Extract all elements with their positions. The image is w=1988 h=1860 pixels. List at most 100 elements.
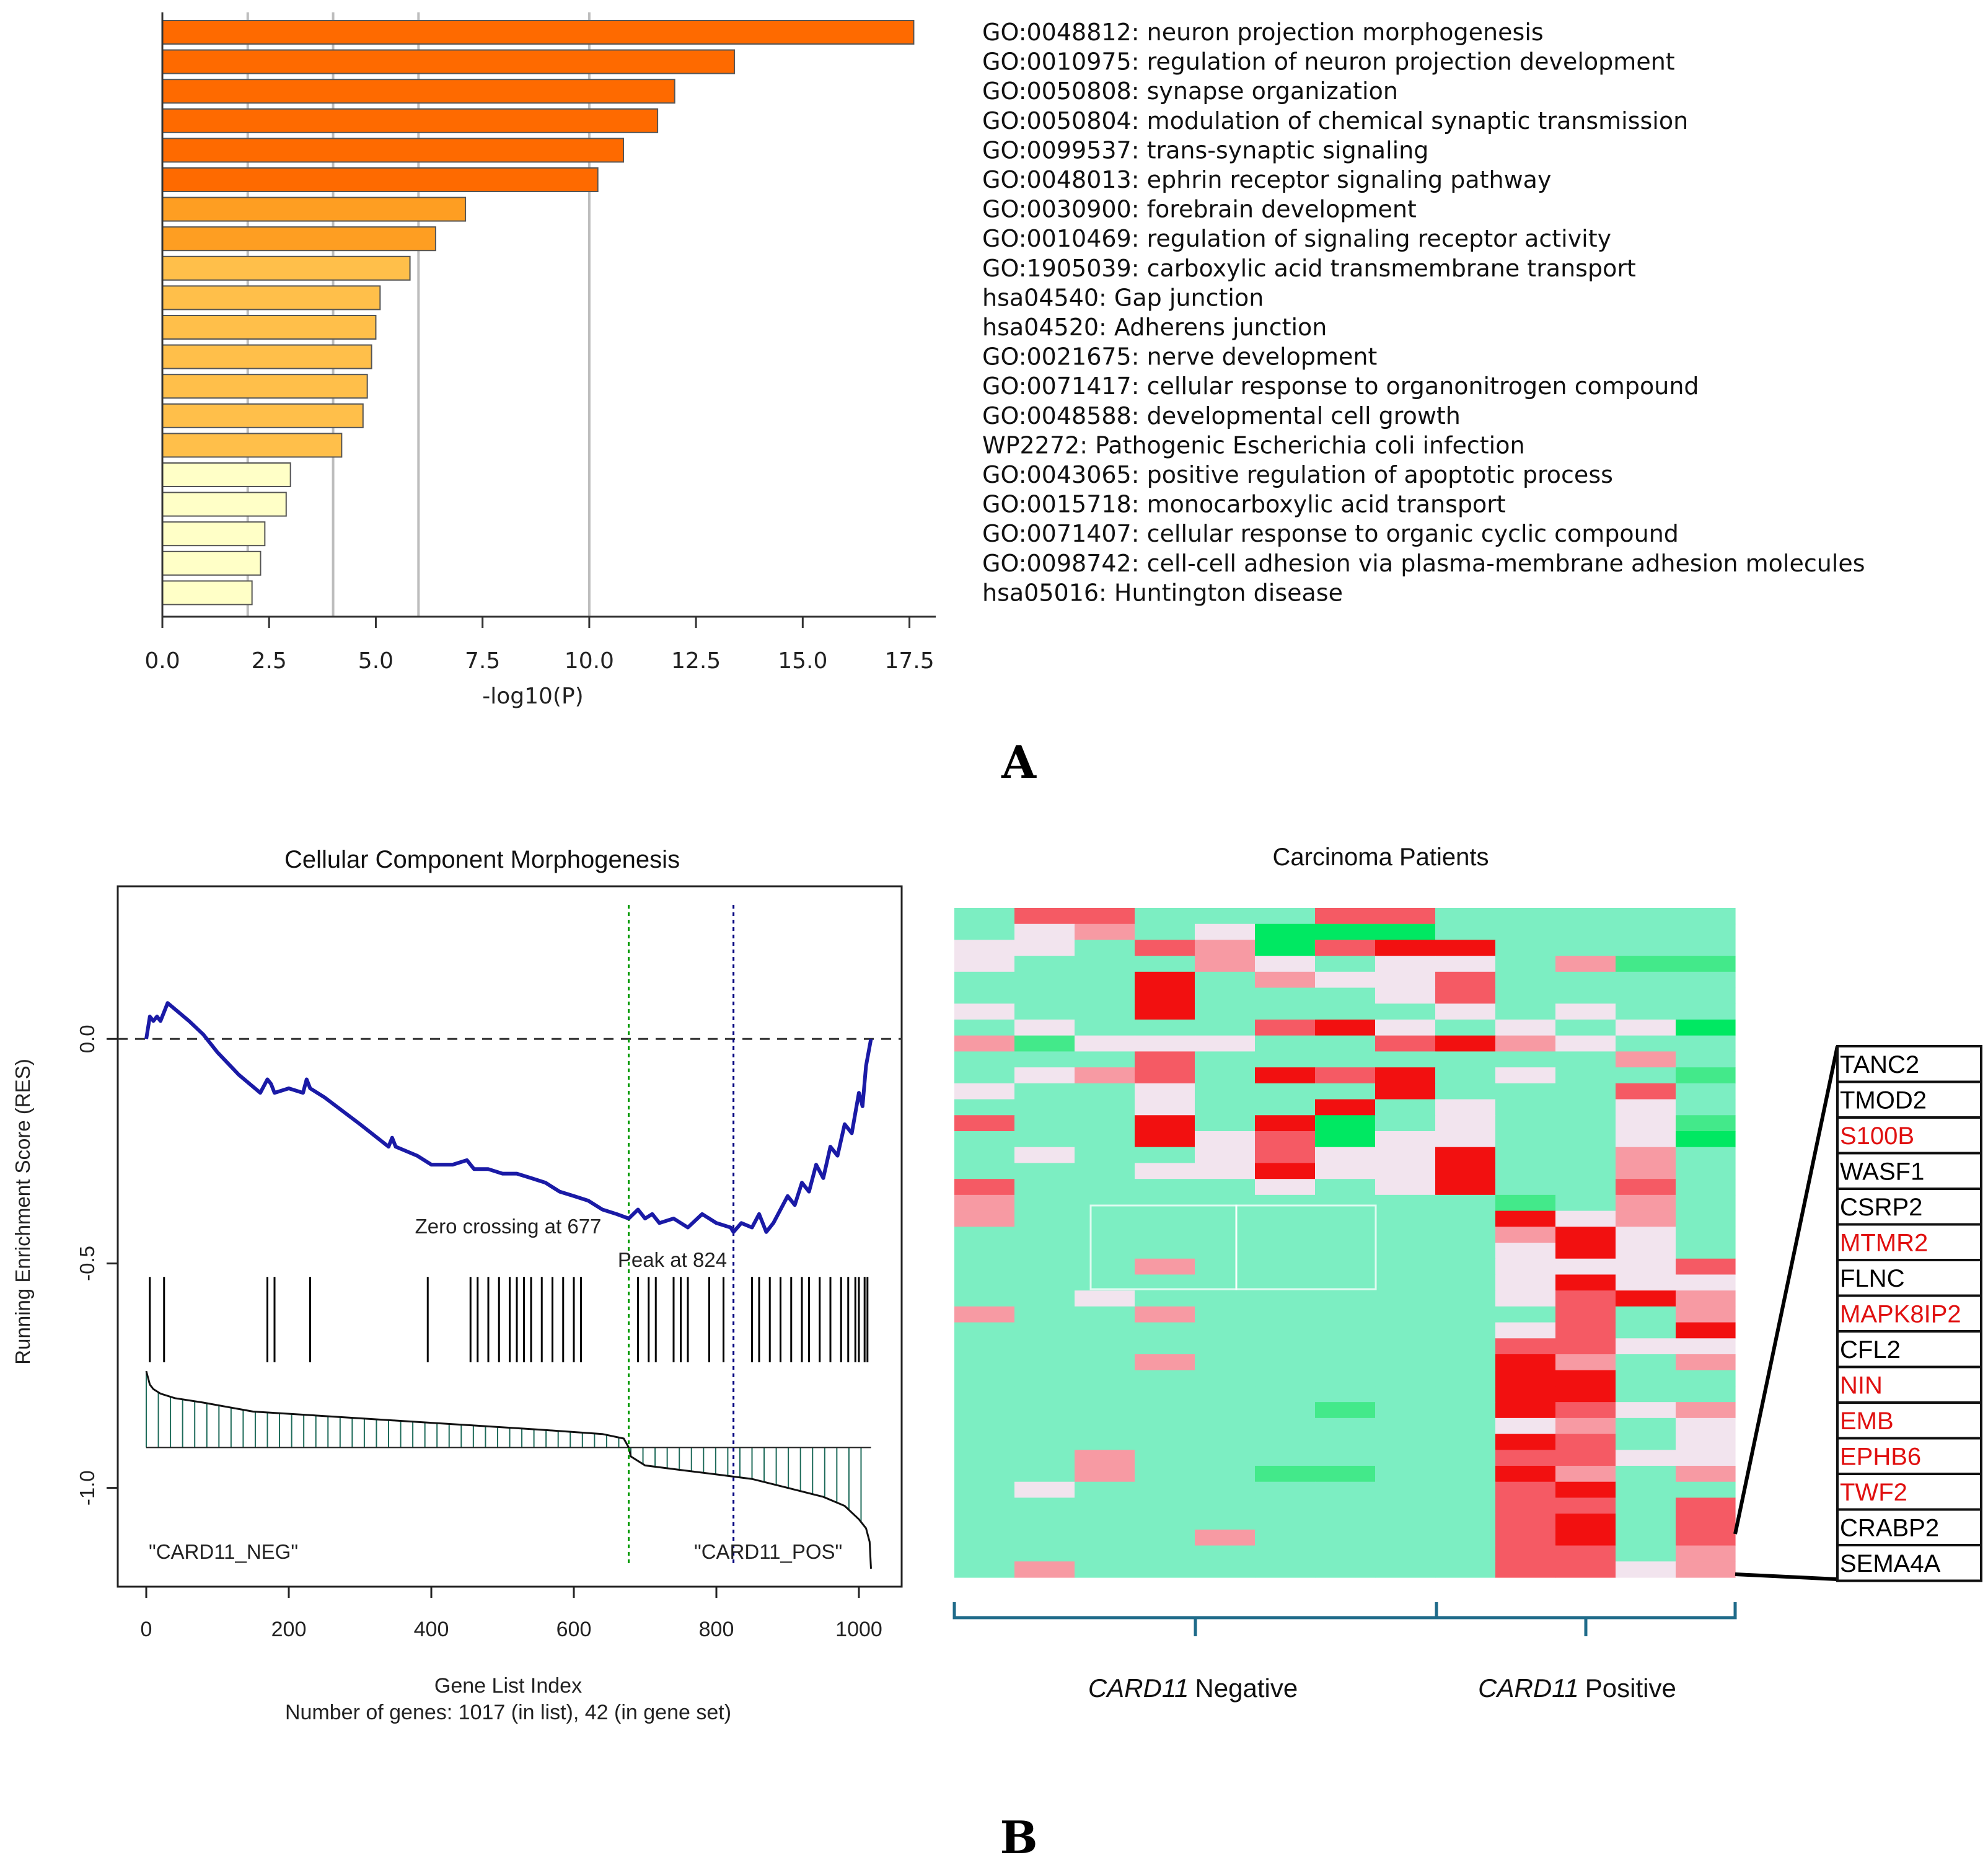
- heatmap-cell: [1255, 956, 1316, 972]
- heatmap-cell: [1014, 1466, 1075, 1483]
- heatmap-cell: [1676, 1274, 1736, 1291]
- heatmap-cell: [1435, 1227, 1496, 1243]
- heatmap-cell: [1014, 1035, 1075, 1052]
- heatmap-cell: [1435, 956, 1496, 972]
- heatmap-cell: [1014, 971, 1075, 989]
- heatmap-cell: [1435, 1338, 1496, 1355]
- heatmap-cell: [1075, 1386, 1135, 1403]
- heatmap-cell: [1375, 1163, 1436, 1179]
- heatmap-cell: [954, 1274, 1015, 1291]
- heatmap-cell: [1014, 1497, 1075, 1514]
- heatmap-cell: [1255, 1194, 1316, 1212]
- heatmap-cell: [1315, 1306, 1376, 1323]
- panel-b-label: B: [1000, 1811, 1038, 1860]
- heatmap-cell: [1616, 1561, 1676, 1578]
- heatmap-cell: [1616, 1322, 1676, 1339]
- heatmap-cell: [954, 1322, 1015, 1339]
- x-tick-label-0: 0.0: [144, 648, 180, 674]
- heatmap-cell: [1616, 1258, 1676, 1276]
- heatmap-cell: [1195, 1402, 1256, 1419]
- heatmap-cell: [1315, 1194, 1376, 1212]
- heatmap-cell: [1375, 1290, 1436, 1307]
- heatmap-cell: [1135, 1163, 1195, 1179]
- heatmap-cell: [1435, 1354, 1496, 1371]
- heatmap-cell: [1135, 987, 1195, 1004]
- heatmap-cell: [1075, 1290, 1135, 1307]
- heatmap-cell: [1315, 1290, 1376, 1307]
- heatmap-cell: [1315, 1561, 1376, 1578]
- heatmap-cell: [1616, 1497, 1676, 1514]
- heatmap-cell: [1616, 1083, 1676, 1100]
- heatmap-cell: [1195, 1131, 1256, 1148]
- heatmap-cell: [1495, 1243, 1556, 1259]
- heatmap-cell: [1255, 1306, 1316, 1323]
- heatmap-cell: [1555, 1354, 1616, 1371]
- heatmap-cell: [1075, 1514, 1135, 1530]
- heatmap-cell: [1616, 1067, 1676, 1084]
- heatmap-cell: [1315, 971, 1376, 989]
- heatmap-cell: [1616, 1434, 1676, 1450]
- heatmap-cell: [1014, 1561, 1075, 1578]
- heatmap-cell: [1195, 1434, 1256, 1450]
- heatmap-cell: [1616, 1147, 1676, 1164]
- heatmap-cell: [1676, 971, 1736, 989]
- gene-count-note: Number of genes: 1017 (in list), 42 (in …: [285, 1701, 731, 1724]
- heatmap-cell: [1435, 1051, 1496, 1068]
- heatmap-cell: [1014, 1274, 1075, 1291]
- heatmap-cell: [1315, 1163, 1376, 1179]
- heatmap-cell: [1375, 1194, 1436, 1212]
- heatmap-cell: [1555, 1322, 1616, 1339]
- heatmap-cell: [1555, 1434, 1616, 1450]
- heatmap-cell: [1676, 1099, 1736, 1116]
- heatmap-cell: [1195, 1529, 1256, 1546]
- heatmap-cell: [1495, 1545, 1556, 1562]
- x-tick-label-6: 15.0: [778, 648, 827, 674]
- heatmap-cell: [1135, 1434, 1195, 1450]
- heatmap-cell: [1135, 1306, 1195, 1323]
- heatmap-cell: [1375, 1067, 1436, 1084]
- heatmap-cell: [1075, 1529, 1135, 1546]
- heatmap-cell: [1375, 987, 1436, 1004]
- heatmap-cell: [1014, 1386, 1075, 1403]
- heatmap-cell: [1676, 956, 1736, 972]
- heatmap-cell: [1014, 1481, 1075, 1499]
- heatmap-cell: [1315, 1417, 1376, 1435]
- heatmap-cell: [1014, 1099, 1075, 1116]
- heatmap-cell: [1555, 1179, 1616, 1196]
- heatmap-cell: [1255, 1402, 1316, 1419]
- heatmap-cell: [1555, 1481, 1616, 1499]
- heatmap-cell: [1555, 1514, 1616, 1530]
- heatmap-cell: [1435, 1322, 1496, 1339]
- heatmap-cell: [1435, 1481, 1496, 1499]
- heatmap-cell: [1555, 1450, 1616, 1466]
- heatmap-cell: [1375, 1450, 1436, 1466]
- heatmap-cell: [1555, 1163, 1616, 1179]
- heatmap-cell: [1135, 1354, 1195, 1371]
- heatmap-cell: [1014, 923, 1075, 941]
- heatmap-cell: [1435, 987, 1496, 1004]
- heatmap-cell: [954, 1083, 1015, 1100]
- heatmap-cell: [1676, 1481, 1736, 1499]
- heatmap-cell: [1315, 1434, 1376, 1450]
- gene-label-9: NIN: [1840, 1372, 1883, 1399]
- heatmap-cell: [1676, 1258, 1736, 1276]
- heatmap-cell: [1135, 1274, 1195, 1291]
- heatmap-cell: [1435, 1179, 1496, 1196]
- heatmap-cell: [1255, 1561, 1316, 1578]
- heatmap-cell: [1616, 1163, 1676, 1179]
- heatmap-cell: [1014, 1417, 1075, 1435]
- heatmap-cell: [1495, 1386, 1556, 1403]
- heatmap-cell: [1616, 956, 1676, 972]
- x-axis-ticks: 0.0 2.5 5.0 7.5 10.0 12.5 15.0 17.5: [144, 617, 935, 674]
- heatmap-cell: [1676, 1243, 1736, 1259]
- heatmap-cell: [1495, 1035, 1556, 1052]
- heatmap-cell: [1195, 1322, 1256, 1339]
- heatmap-cell: [1435, 1402, 1496, 1419]
- bar-11: [162, 344, 372, 369]
- heatmap-cell: [1676, 1003, 1736, 1020]
- gene-hit-marks: [149, 1277, 869, 1362]
- heatmap-cell: [1435, 1020, 1496, 1036]
- heatmap-cell: [1375, 1258, 1436, 1276]
- heatmap-cell: [1075, 1338, 1135, 1355]
- gene-box-10: [1836, 1401, 1982, 1440]
